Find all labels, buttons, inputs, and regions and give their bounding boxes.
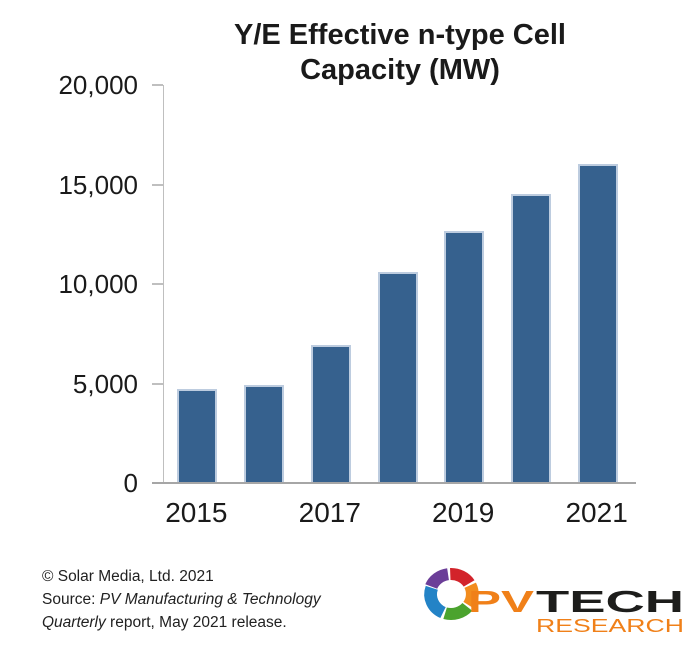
logo-tech-text: TECH [536, 584, 684, 619]
pvtech-logo-ring-icon [424, 568, 479, 620]
y-tick-label-5000: 5,000 [72, 368, 138, 399]
bar-2020 [510, 194, 551, 483]
bar-2015 [177, 389, 218, 483]
bar-2016 [244, 385, 285, 483]
bar-2019 [444, 231, 485, 483]
x-tick-label-2015: 2015 [165, 497, 228, 528]
plot-area [163, 85, 636, 483]
y-tick-mark-15000 [152, 183, 163, 186]
chart-title: Y/E Effective n-type Cell Capacity (MW) [234, 19, 566, 86]
pvtech-research-logo: PV TECH RESEARCH [468, 584, 684, 636]
y-tick-label-20000: 20,000 [58, 70, 138, 100]
bar-2018 [377, 272, 418, 483]
logo-pv-text: PV [468, 584, 535, 619]
logo-research-text: RESEARCH [536, 616, 684, 636]
y-tick-mark-5000 [152, 382, 163, 385]
ring-segment-purple [425, 568, 450, 590]
ring-segment-green [443, 602, 473, 620]
x-tick-label-2017: 2017 [298, 497, 361, 528]
y-tick-mark-20000 [152, 84, 163, 86]
bar-2017 [310, 345, 351, 483]
y-tick-label-0: 0 [123, 468, 138, 498]
source-line-1: Source: PV Manufacturing & Technology [42, 591, 321, 608]
y-tick-mark-10000 [152, 283, 163, 285]
y-tick-label-15000: 15,000 [58, 169, 138, 200]
copyright-line: © Solar Media, Ltd. 2021 [42, 568, 214, 585]
ring-segment-orange [463, 582, 479, 609]
ring-segment-red [449, 568, 475, 587]
x-tick-label-2019: 2019 [432, 497, 495, 528]
x-tick-label-2021: 2021 [565, 497, 628, 528]
ring-segment-blue [424, 585, 447, 618]
bar-2021 [577, 164, 618, 483]
x-axis-line [152, 482, 636, 484]
y-tick-label-10000: 10,000 [58, 269, 138, 299]
source-attribution: © Solar Media, Ltd. 2021 Source: PV Manu… [42, 565, 321, 634]
source-line-2: Quarterly report, May 2021 release. [42, 614, 287, 631]
